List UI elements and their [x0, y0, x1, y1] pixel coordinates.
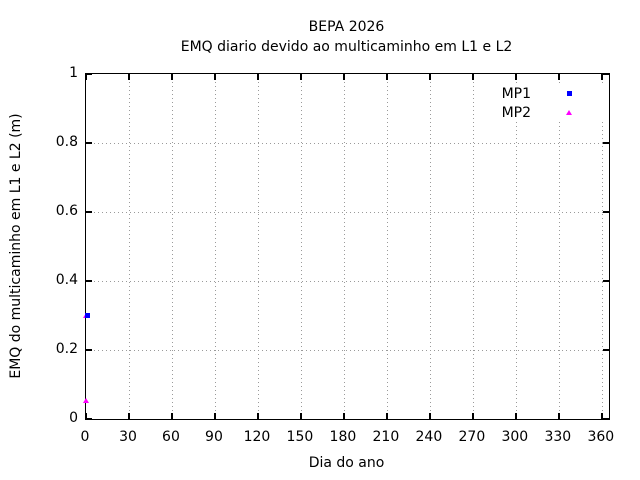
chart-title: BEPA 2026 EMQ diario devido ao multicami…	[85, 17, 608, 57]
y-tick-right	[603, 349, 609, 351]
y-gridline	[86, 212, 609, 213]
legend-row: MP2	[475, 103, 607, 122]
y-tick-label: 0.6	[55, 203, 78, 219]
x-tick-top	[515, 74, 517, 80]
x-tick-label: 0	[80, 429, 90, 445]
x-gridline	[386, 74, 388, 419]
x-tick-top	[128, 74, 130, 80]
y-tick-label: 0.4	[55, 272, 78, 288]
x-tick-bottom	[386, 413, 388, 419]
x-tick-bottom	[214, 413, 216, 419]
x-tick-bottom	[472, 413, 474, 419]
x-gridline	[472, 74, 474, 419]
y-axis-label: EMQ do multicaminho em L1 e L2 (m)	[8, 113, 24, 379]
y-gridline	[86, 143, 609, 144]
y-gridline	[86, 350, 609, 351]
legend-marker-box	[531, 91, 607, 96]
x-tick-bottom	[257, 413, 259, 419]
x-tick-bottom	[429, 413, 431, 419]
x-tick-top	[558, 74, 560, 80]
y-tick-right	[603, 418, 609, 420]
x-gridline	[300, 74, 302, 419]
y-tick-label: 0	[69, 410, 78, 426]
legend-label-mp1: MP1	[501, 85, 531, 102]
x-tick-label: 120	[243, 429, 271, 445]
y-tick-right	[603, 211, 609, 213]
x-tick-top	[85, 74, 87, 80]
y-tick-left	[86, 73, 92, 75]
x-tick-label: 240	[415, 429, 443, 445]
y-tick-left	[86, 280, 92, 282]
x-tick-bottom	[515, 413, 517, 419]
x-tick-label: 330	[544, 429, 572, 445]
x-gridline	[343, 74, 345, 419]
x-tick-bottom	[85, 413, 87, 419]
x-tick-bottom	[300, 413, 302, 419]
chart-title-line2: EMQ diario devido ao multicaminho em L1 …	[180, 39, 513, 55]
legend-label-mp2: MP2	[501, 104, 531, 121]
y-tick-left	[86, 349, 92, 351]
x-tick-label: 300	[501, 429, 529, 445]
x-gridline	[214, 74, 216, 419]
x-gridline	[601, 74, 603, 419]
x-tick-bottom	[558, 413, 560, 419]
x-tick-label: 270	[458, 429, 486, 445]
x-tick-top	[257, 74, 259, 80]
x-tick-top	[386, 74, 388, 80]
y-gridline	[86, 281, 609, 282]
x-axis-label: Dia do ano	[308, 455, 385, 471]
x-tick-top	[300, 74, 302, 80]
y-tick-label: 0.8	[55, 134, 78, 150]
x-tick-top	[171, 74, 173, 80]
x-gridline	[515, 74, 517, 419]
x-tick-label: 180	[329, 429, 357, 445]
y-tick-left	[86, 142, 92, 144]
chart-title-line1: BEPA 2026	[308, 19, 385, 35]
data-point-mp1	[84, 313, 90, 318]
x-tick-label: 30	[119, 429, 137, 445]
x-tick-top	[429, 74, 431, 80]
mp1-marker-icon	[566, 91, 572, 96]
x-gridline	[257, 74, 259, 419]
x-gridline	[171, 74, 173, 419]
y-tick-right	[603, 73, 609, 75]
x-tick-label: 210	[372, 429, 400, 445]
y-tick-left	[86, 211, 92, 213]
y-tick-label: 1	[69, 65, 78, 81]
legend: MP1 MP2	[475, 84, 607, 122]
legend-marker-box	[531, 110, 607, 115]
x-tick-bottom	[171, 413, 173, 419]
x-gridline	[558, 74, 560, 419]
y-tick-left	[86, 418, 92, 420]
x-gridline	[128, 74, 130, 419]
x-tick-label: 150	[286, 429, 314, 445]
x-tick-label: 360	[587, 429, 615, 445]
y-tick-label: 0.2	[55, 341, 78, 357]
plot-area: MP1 MP2	[83, 73, 610, 420]
x-tick-top	[601, 74, 603, 80]
x-tick-top	[472, 74, 474, 80]
y-tick-right	[603, 280, 609, 282]
x-tick-label: 90	[205, 429, 223, 445]
x-gridline	[429, 74, 431, 419]
x-tick-bottom	[601, 413, 603, 419]
x-tick-bottom	[128, 413, 130, 419]
x-tick-label: 60	[162, 429, 180, 445]
mp2-marker-icon	[566, 110, 572, 115]
x-tick-top	[214, 74, 216, 80]
data-point-mp2	[83, 397, 89, 403]
y-tick-right	[603, 142, 609, 144]
x-tick-bottom	[343, 413, 345, 419]
legend-row: MP1	[475, 84, 607, 103]
x-tick-top	[343, 74, 345, 80]
